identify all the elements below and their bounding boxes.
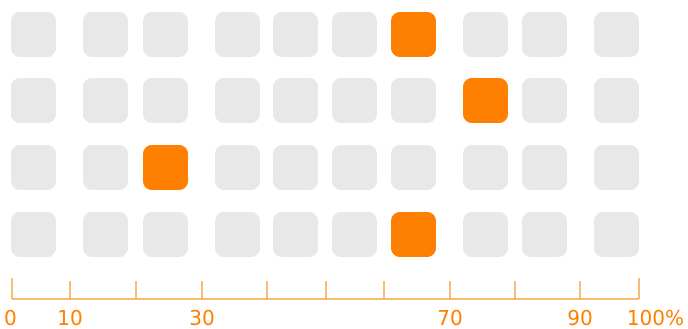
- cell: [143, 78, 188, 123]
- cell: [332, 12, 377, 57]
- cell: [332, 78, 377, 123]
- highlighted-cell: [143, 145, 188, 190]
- cell: [332, 145, 377, 190]
- cell: [273, 12, 318, 57]
- cell: [215, 12, 260, 57]
- x-axis: 0 10 30 70 90 100%: [4, 278, 684, 329]
- cell: [83, 78, 128, 123]
- cell: [215, 78, 260, 123]
- x-tick-label: 10: [57, 306, 82, 329]
- cell: [215, 145, 260, 190]
- highlighted-cell: [391, 12, 436, 57]
- x-tick-label: 0: [4, 306, 17, 329]
- highlighted-cell: [391, 212, 436, 257]
- cell: [522, 145, 567, 190]
- cell: [463, 212, 508, 257]
- cell: [83, 12, 128, 57]
- cell: [332, 212, 377, 257]
- cell: [273, 212, 318, 257]
- highlighted-cell: [463, 78, 508, 123]
- cell: [11, 212, 56, 257]
- cell: [11, 78, 56, 123]
- cell: [273, 145, 318, 190]
- x-tick-label: 70: [437, 306, 462, 329]
- cell: [83, 145, 128, 190]
- cell: [522, 78, 567, 123]
- cell: [463, 12, 508, 57]
- cell: [391, 145, 436, 190]
- cell: [83, 212, 128, 257]
- x-tick-label: 30: [189, 306, 214, 329]
- cell: [273, 78, 318, 123]
- cell: [522, 12, 567, 57]
- cell-grid: [11, 12, 639, 257]
- cell: [11, 12, 56, 57]
- cell: [143, 12, 188, 57]
- cell: [594, 212, 639, 257]
- cell: [11, 145, 56, 190]
- x-tick-label: 100%: [627, 306, 684, 329]
- cell: [522, 212, 567, 257]
- cell: [594, 78, 639, 123]
- cell: [463, 145, 508, 190]
- cell: [391, 78, 436, 123]
- cell: [143, 212, 188, 257]
- cell: [215, 212, 260, 257]
- cell: [594, 145, 639, 190]
- cell: [594, 12, 639, 57]
- x-tick-label: 90: [567, 306, 592, 329]
